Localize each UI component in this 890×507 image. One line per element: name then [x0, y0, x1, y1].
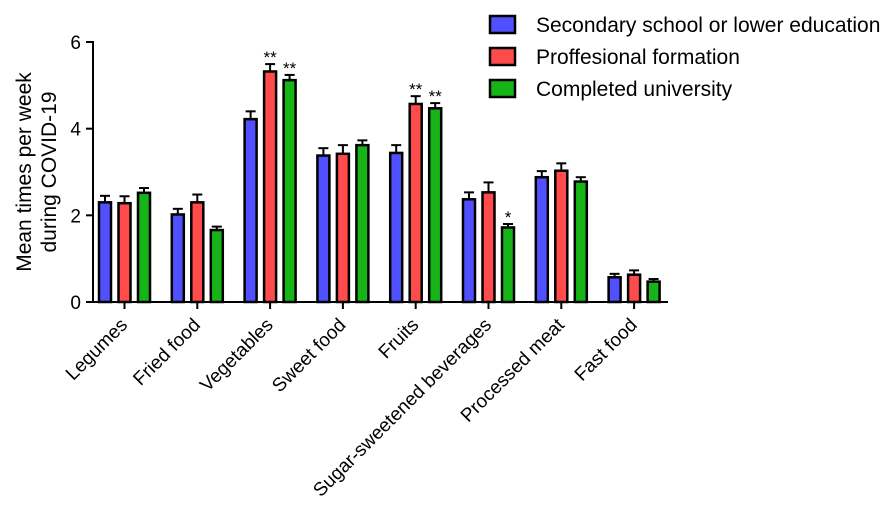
- y-tick-label: 4: [70, 120, 81, 141]
- legend-label: Secondary school or lower education: [536, 14, 880, 37]
- bar: [262, 70, 278, 304]
- bar: [646, 280, 661, 304]
- bar: [282, 78, 297, 304]
- legend: Secondary school or lower education Proff…: [488, 14, 880, 101]
- y-tick-label: 6: [70, 33, 81, 54]
- bar: [626, 273, 642, 304]
- bar: [170, 213, 186, 304]
- bar: [461, 198, 477, 304]
- legend-label: Completed university: [536, 78, 733, 101]
- legend-swatch: [488, 46, 517, 67]
- bar: [243, 117, 258, 304]
- bar: [554, 169, 569, 304]
- y-axis-label-line-1: Mean times per week: [13, 72, 36, 272]
- bar: [190, 201, 205, 304]
- significance-marker: **: [283, 59, 297, 78]
- bar: [534, 175, 550, 304]
- x-tick-label: Fruits: [375, 315, 423, 363]
- bar: [388, 151, 404, 304]
- legend-swatch: [488, 78, 517, 99]
- x-tick-label: Vegetables: [196, 315, 277, 396]
- significance-marker: **: [429, 87, 443, 106]
- x-tick-label: Fast food: [571, 315, 642, 386]
- bar: [481, 191, 496, 304]
- bar: [427, 107, 443, 304]
- y-tick-label: 2: [70, 206, 81, 227]
- y-axis-label-line-2: during COVID-19: [38, 91, 61, 252]
- bar: [335, 152, 351, 304]
- significance-marker: **: [263, 48, 277, 67]
- bar: [573, 180, 589, 304]
- bar: [408, 102, 423, 304]
- bar: [500, 226, 516, 304]
- x-tick-label: Sweet food: [268, 315, 350, 397]
- bar: [209, 228, 225, 304]
- significance-marker: **: [409, 80, 423, 99]
- bar: [607, 276, 622, 304]
- bar: [316, 154, 331, 304]
- legend-swatch: [488, 14, 517, 35]
- bar: [97, 201, 113, 304]
- legend-label: Proffesional formation: [536, 46, 740, 69]
- y-tick-label: 0: [70, 293, 81, 314]
- bar: [136, 191, 152, 304]
- bar: [117, 201, 132, 304]
- x-tick-label: Fried food: [129, 315, 204, 390]
- significance-marker: *: [505, 208, 512, 227]
- x-tick-label: Legumes: [62, 315, 132, 385]
- bar: [355, 143, 370, 304]
